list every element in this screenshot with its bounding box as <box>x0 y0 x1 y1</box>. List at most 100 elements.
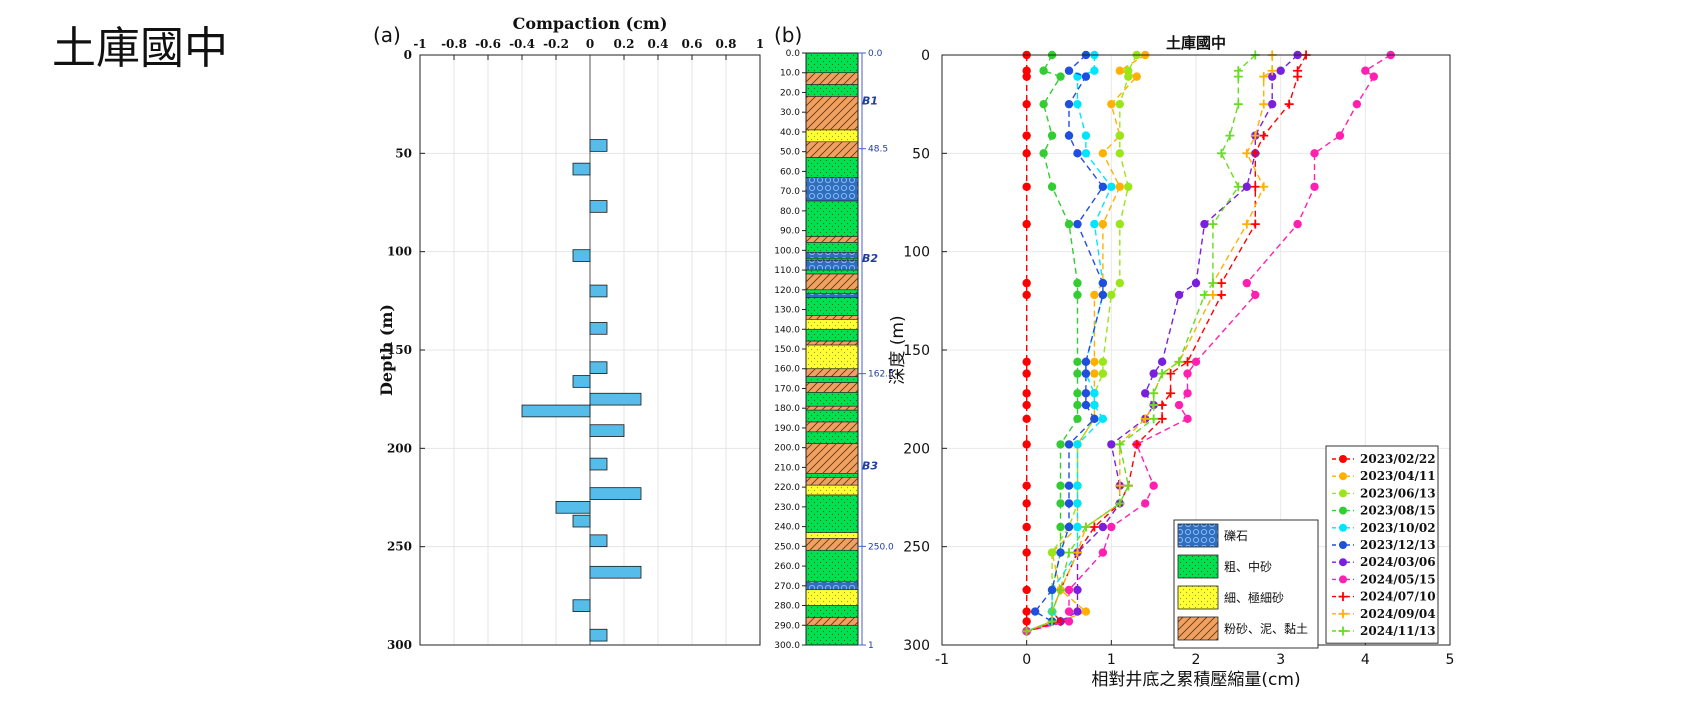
data-point <box>1174 357 1184 367</box>
data-point <box>1115 131 1125 140</box>
legend-swatch-marker <box>1338 609 1348 619</box>
data-point <box>1149 388 1159 398</box>
data-point <box>1098 219 1108 229</box>
lithology-swatch-coarse <box>1177 554 1219 579</box>
data-point <box>1081 369 1091 378</box>
legend-swatch-marker <box>1338 626 1348 636</box>
depth-tick-label: 60.0 <box>780 167 800 177</box>
plot-frame <box>419 54 761 646</box>
lithology-layer-coarse <box>805 494 859 533</box>
depth-tick-label: 210.0 <box>774 463 800 473</box>
lithology-layer-coarse <box>805 289 859 295</box>
lithology-layer-coarse <box>805 84 859 97</box>
x-tick-label: 0 <box>1022 652 1031 668</box>
x-tick-label: 0 <box>586 37 594 51</box>
x-axis-title: 相對井底之累積壓縮量(cm) <box>1091 670 1300 690</box>
data-point <box>1090 369 1099 378</box>
lithology-layer-gravel <box>805 252 859 259</box>
lithology-layer-silt <box>805 340 859 346</box>
panel-c-cumulative-compaction-chart: -1 0 1 2 3 4 5050100150200250300土庫國中相對井底之累積壓縮量… <box>888 34 1454 690</box>
data-point <box>1022 99 1031 109</box>
data-point <box>1064 617 1074 626</box>
data-point <box>1115 481 1125 491</box>
lithology-label: 細、極細砂 <box>1224 590 1284 605</box>
panel-label-a: (a) <box>373 23 401 47</box>
data-point <box>1242 148 1252 158</box>
data-point <box>1098 414 1108 424</box>
data-point <box>1022 369 1031 378</box>
data-point <box>1022 481 1031 490</box>
lithology-swatch-silt <box>1177 616 1219 641</box>
data-point <box>1064 440 1074 449</box>
compaction-bar <box>572 249 591 262</box>
data-point <box>1039 99 1048 109</box>
data-point <box>1047 182 1057 191</box>
data-point <box>1022 585 1031 595</box>
lithology-layer-silt <box>805 141 859 158</box>
marker-label: 0.0 <box>868 49 883 59</box>
compaction-bar <box>521 404 591 418</box>
data-point <box>1064 131 1074 140</box>
depth-tick-label: 140.0 <box>774 325 800 335</box>
data-point <box>1157 400 1167 410</box>
data-point <box>1166 369 1176 379</box>
x-tick-label: 4 <box>1361 652 1370 668</box>
data-point <box>1022 414 1031 424</box>
depth-tick-label: 30.0 <box>780 108 800 118</box>
data-point <box>1090 400 1099 410</box>
y-axis-title: 深度 (m) <box>888 315 908 384</box>
data-point <box>1293 72 1303 82</box>
data-point <box>1073 219 1082 229</box>
lithology-layer-gravel <box>805 581 859 591</box>
lithology-layer-fine <box>805 589 859 606</box>
data-point <box>1183 414 1192 424</box>
data-point <box>1047 131 1057 140</box>
data-point <box>1073 149 1082 158</box>
data-point <box>1064 66 1074 75</box>
data-point <box>1081 389 1091 398</box>
data-point <box>1310 149 1319 158</box>
data-point <box>1056 481 1065 490</box>
data-point <box>1183 357 1193 367</box>
y-tick-label: 300 <box>903 638 930 654</box>
legend-swatch-marker <box>1339 472 1347 481</box>
compaction-bar <box>589 200 608 213</box>
data-point <box>1124 66 1133 75</box>
depth-tick-label: 90.0 <box>780 227 800 237</box>
depth-tick-label: 170.0 <box>774 384 800 394</box>
x-tick-label: 1 <box>756 37 764 51</box>
lithology-layer-fine <box>805 129 859 143</box>
lithology-layer-silt <box>805 421 859 433</box>
compaction-bar <box>555 501 591 514</box>
x-axis-title: Compaction (cm) <box>513 14 668 33</box>
data-point <box>1047 548 1057 557</box>
depth-tick-label: 20.0 <box>780 88 800 98</box>
series-line-2023-06-13 <box>1026 54 1138 632</box>
compaction-bar <box>589 139 608 152</box>
lithology-layer-silt <box>805 405 859 411</box>
lithology-layer-coarse <box>805 624 859 646</box>
lithology-layer-silt <box>805 443 859 474</box>
data-point <box>1251 290 1260 300</box>
lithology-layer-coarse <box>805 52 859 74</box>
data-point <box>1250 182 1260 192</box>
depth-tick-label: 260.0 <box>774 562 800 572</box>
series-line-2024-05-15 <box>1026 54 1392 632</box>
data-point <box>1081 72 1091 81</box>
data-point <box>1115 149 1125 158</box>
data-point <box>1259 72 1269 82</box>
data-point <box>1132 439 1142 449</box>
depth-tick-label: 220.0 <box>774 483 800 493</box>
x-tick-label: -0.2 <box>543 37 569 51</box>
data-point <box>1250 131 1260 141</box>
data-point <box>1141 499 1150 508</box>
data-point <box>1208 278 1218 288</box>
legend-label: 2023/02/22 <box>1360 452 1436 466</box>
data-point <box>1022 499 1031 508</box>
x-tick-label: -0.8 <box>441 37 467 51</box>
data-point <box>1064 219 1074 229</box>
data-point <box>1022 149 1031 158</box>
lithology-layer-silt <box>805 617 859 626</box>
data-point <box>1022 617 1031 626</box>
